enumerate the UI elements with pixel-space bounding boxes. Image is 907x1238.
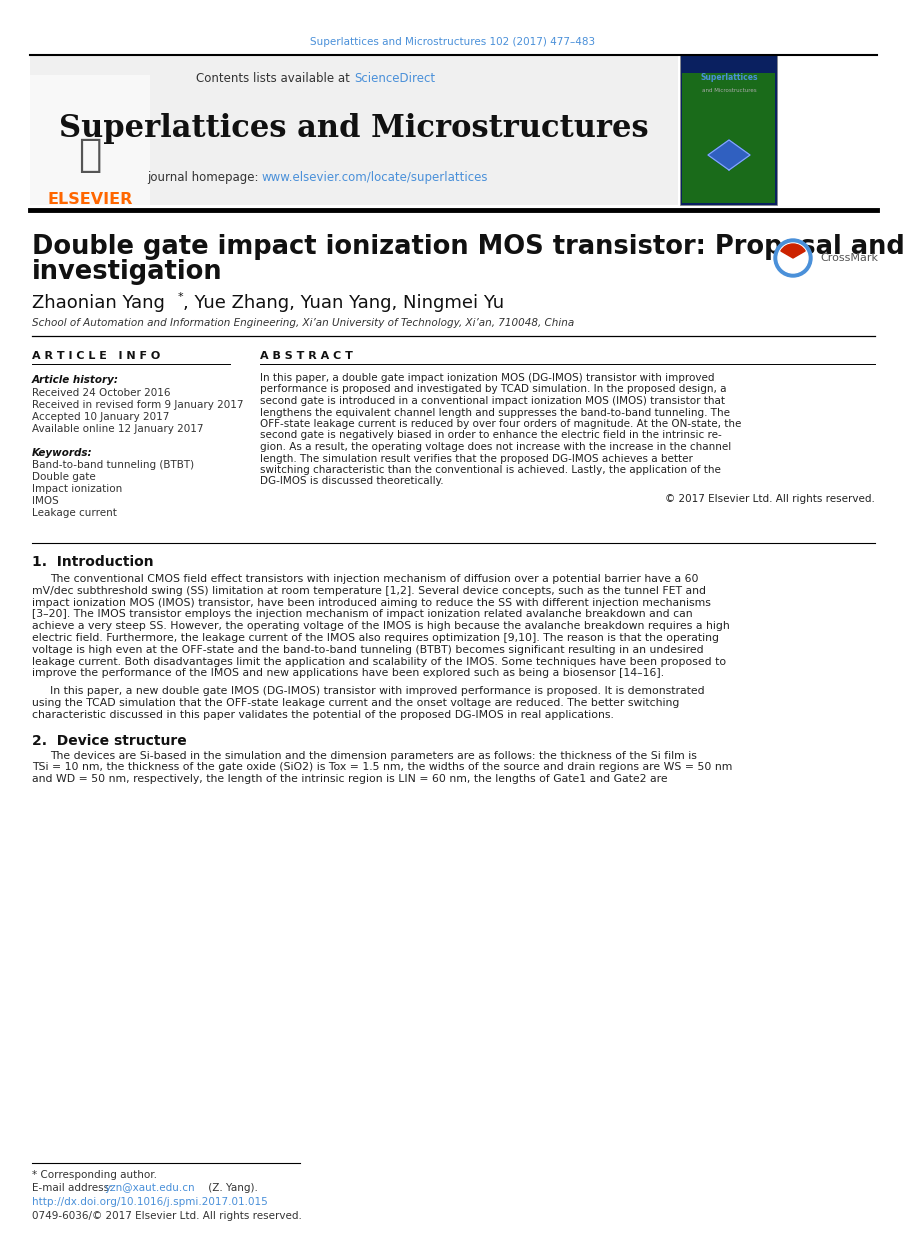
Text: Double gate: Double gate	[32, 472, 96, 482]
Text: voltage is high even at the OFF-state and the band-to-band tunneling (BTBT) beco: voltage is high even at the OFF-state an…	[32, 645, 704, 655]
Text: impact ionization MOS (IMOS) transistor, have been introduced aiming to reduce t: impact ionization MOS (IMOS) transistor,…	[32, 598, 711, 608]
Text: Double gate impact ionization MOS transistor: Proposal and: Double gate impact ionization MOS transi…	[32, 234, 905, 260]
Text: length. The simulation result verifies that the proposed DG-IMOS achieves a bett: length. The simulation result verifies t…	[260, 453, 693, 463]
Wedge shape	[781, 244, 805, 258]
Text: 🌳: 🌳	[78, 136, 102, 175]
Text: using the TCAD simulation that the OFF-state leakage current and the onset volta: using the TCAD simulation that the OFF-s…	[32, 698, 679, 708]
Text: Received 24 October 2016: Received 24 October 2016	[32, 387, 171, 397]
Text: 2.  Device structure: 2. Device structure	[32, 734, 187, 748]
Circle shape	[774, 239, 812, 277]
Text: ELSEVIER: ELSEVIER	[47, 192, 132, 208]
Text: © 2017 Elsevier Ltd. All rights reserved.: © 2017 Elsevier Ltd. All rights reserved…	[665, 494, 875, 504]
Text: mV/dec subthreshold swing (SS) limitation at room temperature [1,2]. Several dev: mV/dec subthreshold swing (SS) limitatio…	[32, 586, 706, 595]
Text: http://dx.doi.org/10.1016/j.spmi.2017.01.015: http://dx.doi.org/10.1016/j.spmi.2017.01…	[32, 1197, 268, 1207]
Bar	[680, 54, 777, 206]
Text: In this paper, a new double gate IMOS (DG-IMOS) transistor with improved perform: In this paper, a new double gate IMOS (D…	[50, 686, 705, 696]
Text: E-mail address:: E-mail address:	[32, 1184, 116, 1193]
Text: DG-IMOS is discussed theoretically.: DG-IMOS is discussed theoretically.	[260, 477, 444, 487]
Text: Impact ionization: Impact ionization	[32, 484, 122, 494]
Text: achieve a very steep SS. However, the operating voltage of the IMOS is high beca: achieve a very steep SS. However, the op…	[32, 621, 730, 631]
Text: Contents lists available at: Contents lists available at	[197, 72, 354, 84]
Text: , Yue Zhang, Yuan Yang, Ningmei Yu: , Yue Zhang, Yuan Yang, Ningmei Yu	[183, 293, 504, 312]
Polygon shape	[708, 140, 750, 170]
Text: ScienceDirect: ScienceDirect	[354, 72, 435, 84]
Text: OFF-state leakage current is reduced by over four orders of magnitude. At the ON: OFF-state leakage current is reduced by …	[260, 418, 741, 430]
Text: Superlattices and Microstructures 102 (2017) 477–483: Superlattices and Microstructures 102 (2…	[310, 37, 596, 47]
Bar	[30, 54, 678, 206]
Text: and WD = 50 nm, respectively, the length of the intrinsic region is LIN = 60 nm,: and WD = 50 nm, respectively, the length…	[32, 774, 668, 784]
Text: electric field. Furthermore, the leakage current of the IMOS also requires optim: electric field. Furthermore, the leakage…	[32, 633, 719, 643]
Text: TSi = 10 nm, the thickness of the gate oxide (SiO2) is Tox = 1.5 nm, the widths : TSi = 10 nm, the thickness of the gate o…	[32, 763, 732, 773]
Text: In this paper, a double gate impact ionization MOS (DG-IMOS) transistor with imp: In this paper, a double gate impact ioni…	[260, 373, 715, 383]
Bar	[30, 76, 150, 206]
Text: ✓: ✓	[788, 258, 797, 267]
Text: characteristic discussed in this paper validates the potential of the proposed D: characteristic discussed in this paper v…	[32, 709, 614, 719]
Circle shape	[778, 243, 808, 274]
Text: Keywords:: Keywords:	[32, 448, 93, 458]
Text: www.elsevier.com/locate/superlattices: www.elsevier.com/locate/superlattices	[262, 172, 489, 184]
Text: leakage current. Both disadvantages limit the application and scalability of the: leakage current. Both disadvantages limi…	[32, 656, 727, 666]
Text: yzn@xaut.edu.cn: yzn@xaut.edu.cn	[105, 1184, 196, 1193]
Bar	[682, 73, 775, 203]
Text: lengthens the equivalent channel length and suppresses the band-to-band tunnelin: lengthens the equivalent channel length …	[260, 407, 730, 417]
Text: Band-to-band tunneling (BTBT): Band-to-band tunneling (BTBT)	[32, 461, 194, 470]
Text: The conventional CMOS field effect transistors with injection mechanism of diffu: The conventional CMOS field effect trans…	[50, 574, 698, 584]
Text: Leakage current: Leakage current	[32, 508, 117, 517]
Text: Article history:: Article history:	[32, 375, 119, 385]
Text: [3–20]. The IMOS transistor employs the injection mechanism of impact ionization: [3–20]. The IMOS transistor employs the …	[32, 609, 693, 619]
Text: * Corresponding author.: * Corresponding author.	[32, 1170, 157, 1180]
Text: IMOS: IMOS	[32, 496, 59, 506]
Text: 1.  Introduction: 1. Introduction	[32, 555, 153, 569]
Text: second gate is negatively biased in order to enhance the electric field in the i: second gate is negatively biased in orde…	[260, 431, 722, 441]
Text: switching characteristic than the conventional is achieved. Lastly, the applicat: switching characteristic than the conven…	[260, 465, 721, 475]
Text: Available online 12 January 2017: Available online 12 January 2017	[32, 423, 203, 435]
Text: The devices are Si-based in the simulation and the dimension parameters are as f: The devices are Si-based in the simulati…	[50, 750, 697, 760]
Text: and Microstructures: and Microstructures	[702, 88, 756, 93]
Text: *: *	[178, 292, 183, 302]
Text: Accepted 10 January 2017: Accepted 10 January 2017	[32, 412, 170, 422]
Text: Superlattices and Microstructures: Superlattices and Microstructures	[59, 113, 649, 144]
Text: performance is proposed and investigated by TCAD simulation. In the proposed des: performance is proposed and investigated…	[260, 385, 727, 395]
Text: A B S T R A C T: A B S T R A C T	[260, 352, 353, 361]
Text: A R T I C L E   I N F O: A R T I C L E I N F O	[32, 352, 161, 361]
Text: 0749-6036/© 2017 Elsevier Ltd. All rights reserved.: 0749-6036/© 2017 Elsevier Ltd. All right…	[32, 1211, 302, 1221]
Text: CrossMark: CrossMark	[820, 253, 878, 262]
Text: (Z. Yang).: (Z. Yang).	[205, 1184, 258, 1193]
Text: journal homepage:: journal homepage:	[147, 172, 262, 184]
Text: investigation: investigation	[32, 259, 222, 285]
Text: School of Automation and Information Engineering, Xi’an University of Technology: School of Automation and Information Eng…	[32, 318, 574, 328]
Text: Superlattices: Superlattices	[700, 73, 757, 83]
Text: second gate is introduced in a conventional impact ionization MOS (IMOS) transis: second gate is introduced in a conventio…	[260, 396, 725, 406]
Text: Zhaonian Yang: Zhaonian Yang	[32, 293, 165, 312]
Text: gion. As a result, the operating voltage does not increase with the increase in : gion. As a result, the operating voltage…	[260, 442, 731, 452]
Text: Received in revised form 9 January 2017: Received in revised form 9 January 2017	[32, 400, 243, 410]
Text: improve the performance of the IMOS and new applications have been explored such: improve the performance of the IMOS and …	[32, 669, 664, 678]
